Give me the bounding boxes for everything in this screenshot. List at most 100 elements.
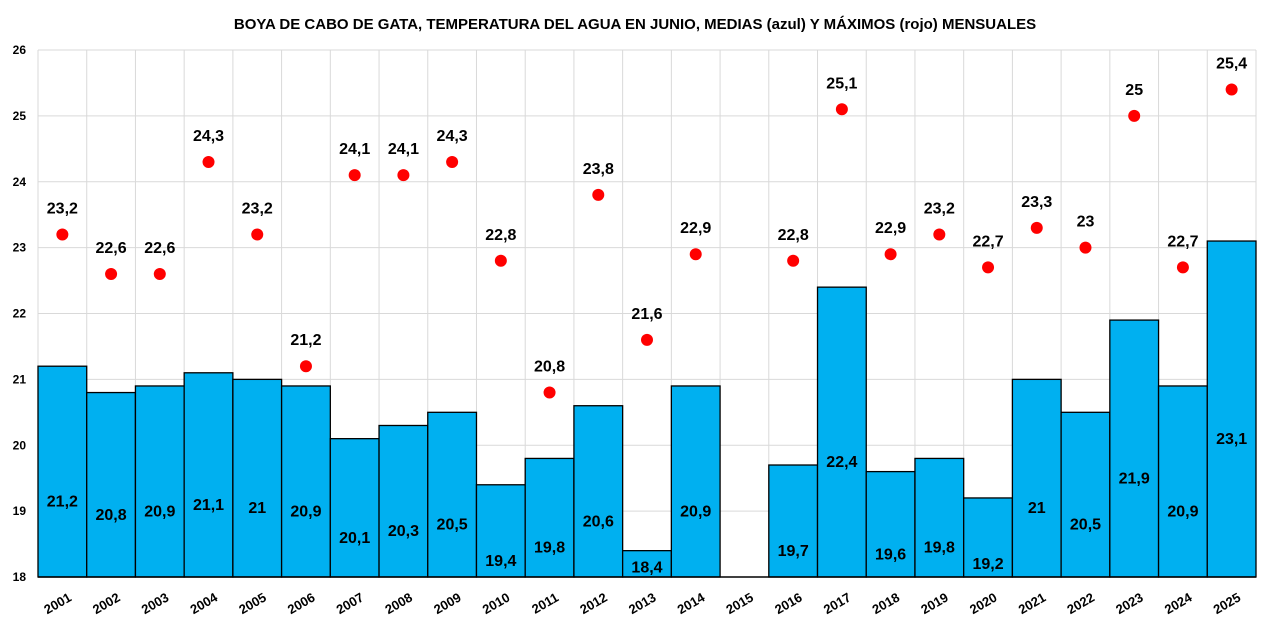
mean-bar-label: 23,1 <box>1216 431 1247 448</box>
max-points: 23,2 22,6 22,6 24,3 23,2 21,2 24,1 24,1 24,3 22,8… <box>47 56 1247 399</box>
mean-bar-label: 19,2 <box>972 556 1003 573</box>
max-point-label: 23 <box>1077 214 1095 231</box>
mean-bar-label: 21,9 <box>1119 471 1150 488</box>
max-point-label: 21,2 <box>290 332 321 349</box>
max-point-label: 22,9 <box>875 220 906 237</box>
max-point <box>884 248 897 261</box>
mean-bar-label: 21,2 <box>47 494 78 511</box>
max-point <box>397 169 410 182</box>
mean-bar <box>280 385 331 578</box>
mean-bar <box>573 405 624 578</box>
max-point <box>348 169 361 182</box>
max-point <box>1030 221 1043 234</box>
mean-bar <box>1157 385 1208 578</box>
mean-bar <box>475 484 526 578</box>
max-point-label: 23,8 <box>583 161 614 178</box>
max-point-label: 22,7 <box>1167 233 1198 250</box>
mean-bar-label: 19,8 <box>924 540 955 557</box>
max-point-label: 23,3 <box>1021 194 1052 211</box>
max-point-label: 22,9 <box>680 220 711 237</box>
max-point <box>689 248 702 261</box>
max-point <box>1079 241 1092 254</box>
mean-bar <box>914 457 965 578</box>
max-point <box>933 228 946 241</box>
max-point-label: 25,4 <box>1216 56 1247 73</box>
mean-bar-label: 20,6 <box>583 513 614 530</box>
max-point-label: 22,8 <box>778 227 809 244</box>
y-tick-label: 24 <box>13 175 27 189</box>
mean-bar-label: 21 <box>1028 500 1046 517</box>
max-point <box>835 103 848 116</box>
mean-bar <box>1011 378 1062 578</box>
y-tick-label: 22 <box>13 307 27 321</box>
y-axis-ticks: 18 19 20 21 22 23 24 25 26 <box>13 43 27 584</box>
y-tick-label: 20 <box>13 438 27 452</box>
mean-bar-label: 20,9 <box>680 503 711 520</box>
max-point-label: 24,3 <box>437 128 468 145</box>
mean-bar-label: 20,3 <box>388 523 419 540</box>
mean-bar-label: 22,4 <box>826 454 857 471</box>
mean-bar <box>86 391 137 578</box>
max-point <box>446 155 459 168</box>
max-point-label: 22,6 <box>96 240 127 257</box>
mean-bar <box>816 286 867 578</box>
max-point-label: 20,8 <box>534 359 565 376</box>
mean-bar-label: 20,5 <box>1070 517 1101 534</box>
bars: 21,2 20,8 20,9 21,1 21 20,9 20,1 20,3 20,5 19,4 19… <box>37 240 1257 578</box>
max-point-label: 24,1 <box>339 141 370 158</box>
mean-bar-label: 20,9 <box>290 503 321 520</box>
y-tick-label: 23 <box>13 241 27 255</box>
max-point <box>202 155 215 168</box>
y-tick-label: 26 <box>13 43 27 57</box>
mean-bar-label: 19,7 <box>778 543 809 560</box>
max-point <box>543 386 556 399</box>
mean-bar <box>427 411 478 578</box>
max-point <box>1128 109 1141 122</box>
max-point-label: 23,2 <box>242 200 273 217</box>
max-point <box>251 228 264 241</box>
y-tick-label: 21 <box>13 372 27 386</box>
max-point <box>105 267 118 280</box>
max-point <box>494 254 507 267</box>
y-tick-label: 18 <box>13 570 27 584</box>
max-point-label: 25,1 <box>826 75 857 92</box>
max-point-label: 22,7 <box>972 233 1003 250</box>
mean-bar <box>329 438 380 578</box>
max-point <box>982 261 995 274</box>
mean-bar <box>1109 319 1160 578</box>
mean-bar-label: 19,8 <box>534 540 565 557</box>
mean-bar-label: 21,1 <box>193 497 224 514</box>
max-point <box>153 267 166 280</box>
mean-bar <box>232 378 283 578</box>
max-point-label: 24,1 <box>388 141 419 158</box>
max-point <box>1225 83 1238 96</box>
mean-bar-label: 19,6 <box>875 546 906 563</box>
max-point <box>592 188 605 201</box>
mean-bar <box>1060 411 1111 578</box>
max-point <box>641 333 653 346</box>
max-point-label: 22,8 <box>485 227 516 244</box>
max-point <box>787 254 800 267</box>
mean-bar <box>1206 240 1257 578</box>
mean-bar-label: 20,9 <box>1167 503 1198 520</box>
max-point-label: 23,2 <box>924 200 955 217</box>
mean-bar <box>37 365 88 578</box>
max-point-label: 24,3 <box>193 128 224 145</box>
chart-title: BOYA DE CABO DE GATA, TEMPERATURA DEL AG… <box>234 16 1036 33</box>
max-point <box>299 360 312 373</box>
mean-bar-label: 18,4 <box>631 560 662 577</box>
mean-bar-label: 20,5 <box>437 517 468 534</box>
max-point <box>1176 261 1189 274</box>
max-point-label: 25 <box>1125 82 1143 99</box>
mean-bar-label: 19,4 <box>485 553 516 570</box>
y-tick-label: 25 <box>13 109 27 123</box>
max-point-label: 21,6 <box>631 306 662 323</box>
mean-bar-label: 20,9 <box>144 503 175 520</box>
mean-bar <box>768 464 819 578</box>
mean-bar <box>183 372 234 578</box>
mean-bar-label: 21 <box>248 500 266 517</box>
y-tick-label: 19 <box>13 504 27 518</box>
max-point-label: 22,6 <box>144 240 175 257</box>
mean-bar-label: 20,1 <box>339 530 370 547</box>
